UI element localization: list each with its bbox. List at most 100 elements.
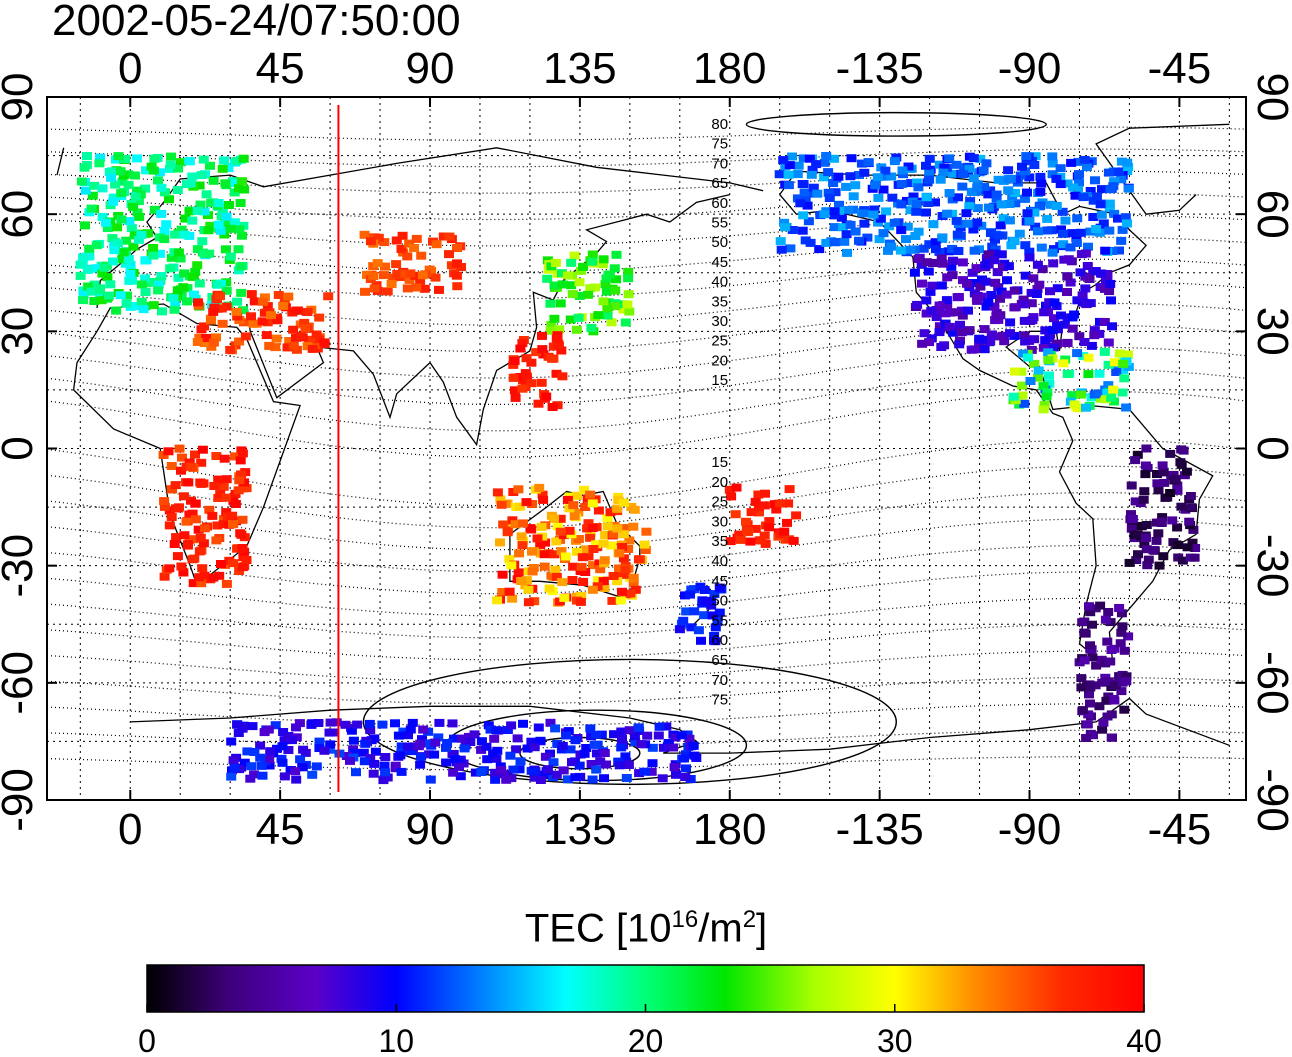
tec-cell (1101, 696, 1112, 705)
tec-cell (112, 223, 123, 232)
tec-cell (1138, 495, 1149, 504)
tec-cell (838, 223, 848, 232)
tec-cell (270, 343, 281, 352)
tec-cell (986, 291, 997, 299)
tec-cell (246, 290, 257, 299)
contour-line (47, 126, 1246, 141)
tec-cell (541, 392, 552, 401)
tec-cell (551, 537, 562, 546)
tec-cell (753, 490, 764, 499)
tec-cell (1027, 156, 1037, 165)
tec-cell (510, 520, 521, 529)
tec-cell (1109, 696, 1120, 705)
tec-cell (194, 573, 205, 582)
tec-cell (324, 745, 335, 754)
tec-cell (931, 313, 942, 322)
left-y-tick-label: -90 (0, 768, 42, 832)
tec-cell (1039, 308, 1050, 317)
tec-cell (956, 328, 967, 337)
tec-cell (1073, 185, 1083, 194)
tec-cell (229, 218, 240, 227)
tec-cell (190, 499, 201, 508)
tec-cell (994, 231, 1005, 240)
tec-cell (208, 307, 219, 316)
tec-cell (1106, 296, 1116, 305)
tec-cell (1088, 267, 1099, 276)
tec-cell (1004, 200, 1015, 208)
contour-label: 45 (711, 573, 728, 590)
tec-cell (606, 541, 617, 550)
tec-cell (991, 311, 1002, 320)
tec-cell (97, 184, 108, 193)
tec-cell (854, 171, 864, 179)
tec-cell (924, 169, 935, 178)
tec-cell (94, 286, 105, 295)
tec-cell (1102, 712, 1113, 721)
tec-cell (566, 281, 577, 290)
tec-cell (277, 742, 288, 751)
tec-cell (1152, 479, 1163, 488)
tec-cell (724, 485, 735, 494)
tec-cell (1111, 368, 1122, 376)
tec-cell (1118, 365, 1129, 374)
tec-cell (797, 180, 808, 188)
tec-cell (793, 161, 804, 170)
tec-cell (1047, 170, 1058, 179)
tec-cell (535, 736, 546, 745)
tec-cell (668, 743, 679, 752)
tec-cell (392, 270, 403, 278)
tec-cell (117, 255, 128, 264)
tec-cell (149, 205, 160, 214)
tec-cell (629, 505, 640, 514)
tec-cell (784, 161, 795, 170)
tec-cell (602, 513, 613, 522)
tec-cell (782, 518, 792, 527)
tec-cell (521, 576, 532, 585)
tec-cell (981, 159, 992, 168)
tec-cell (491, 754, 502, 763)
tec-cell (492, 488, 503, 497)
tec-cell (450, 755, 461, 764)
tec-cell (213, 220, 224, 229)
tec-cell (1099, 347, 1110, 356)
tec-cell (685, 775, 696, 783)
tec-cell (215, 226, 226, 235)
tec-cell (1099, 318, 1110, 326)
bottom-x-tick-label: -90 (998, 805, 1062, 854)
tec-cell (1020, 241, 1031, 250)
tec-cell (233, 729, 244, 737)
tec-cell (183, 478, 194, 487)
tec-cell (712, 613, 723, 622)
tec-cell (194, 547, 205, 556)
tec-cell (969, 246, 980, 255)
tec-cell (948, 256, 958, 265)
tec-cell (490, 768, 501, 777)
tec-cell (1058, 240, 1069, 249)
tec-cell (593, 311, 604, 320)
tec-cell (178, 568, 189, 577)
tec-cell (1089, 331, 1100, 340)
tec-cell (1106, 393, 1117, 402)
tec-cell (205, 161, 215, 170)
tec-cell (1151, 536, 1162, 545)
tec-cell (881, 207, 892, 216)
tec-cell (517, 384, 528, 393)
tec-cell (998, 331, 1009, 340)
tec-cell (617, 587, 627, 596)
tec-cell (368, 272, 379, 280)
tec-cell (776, 245, 787, 254)
tec-cell (620, 318, 631, 327)
tec-cell (913, 183, 924, 192)
tec-cell (156, 183, 167, 192)
tec-cell (972, 296, 983, 305)
tec-cell (164, 164, 175, 173)
tec-cell (972, 204, 983, 213)
tec-cell (548, 758, 559, 767)
tec-cell (282, 343, 293, 352)
tec-cell (82, 265, 93, 274)
tec-cell (1186, 503, 1197, 512)
tec-cell (975, 282, 986, 291)
tec-cell (527, 567, 538, 576)
contour-label: 65 (711, 652, 728, 669)
tec-cell (102, 273, 113, 282)
